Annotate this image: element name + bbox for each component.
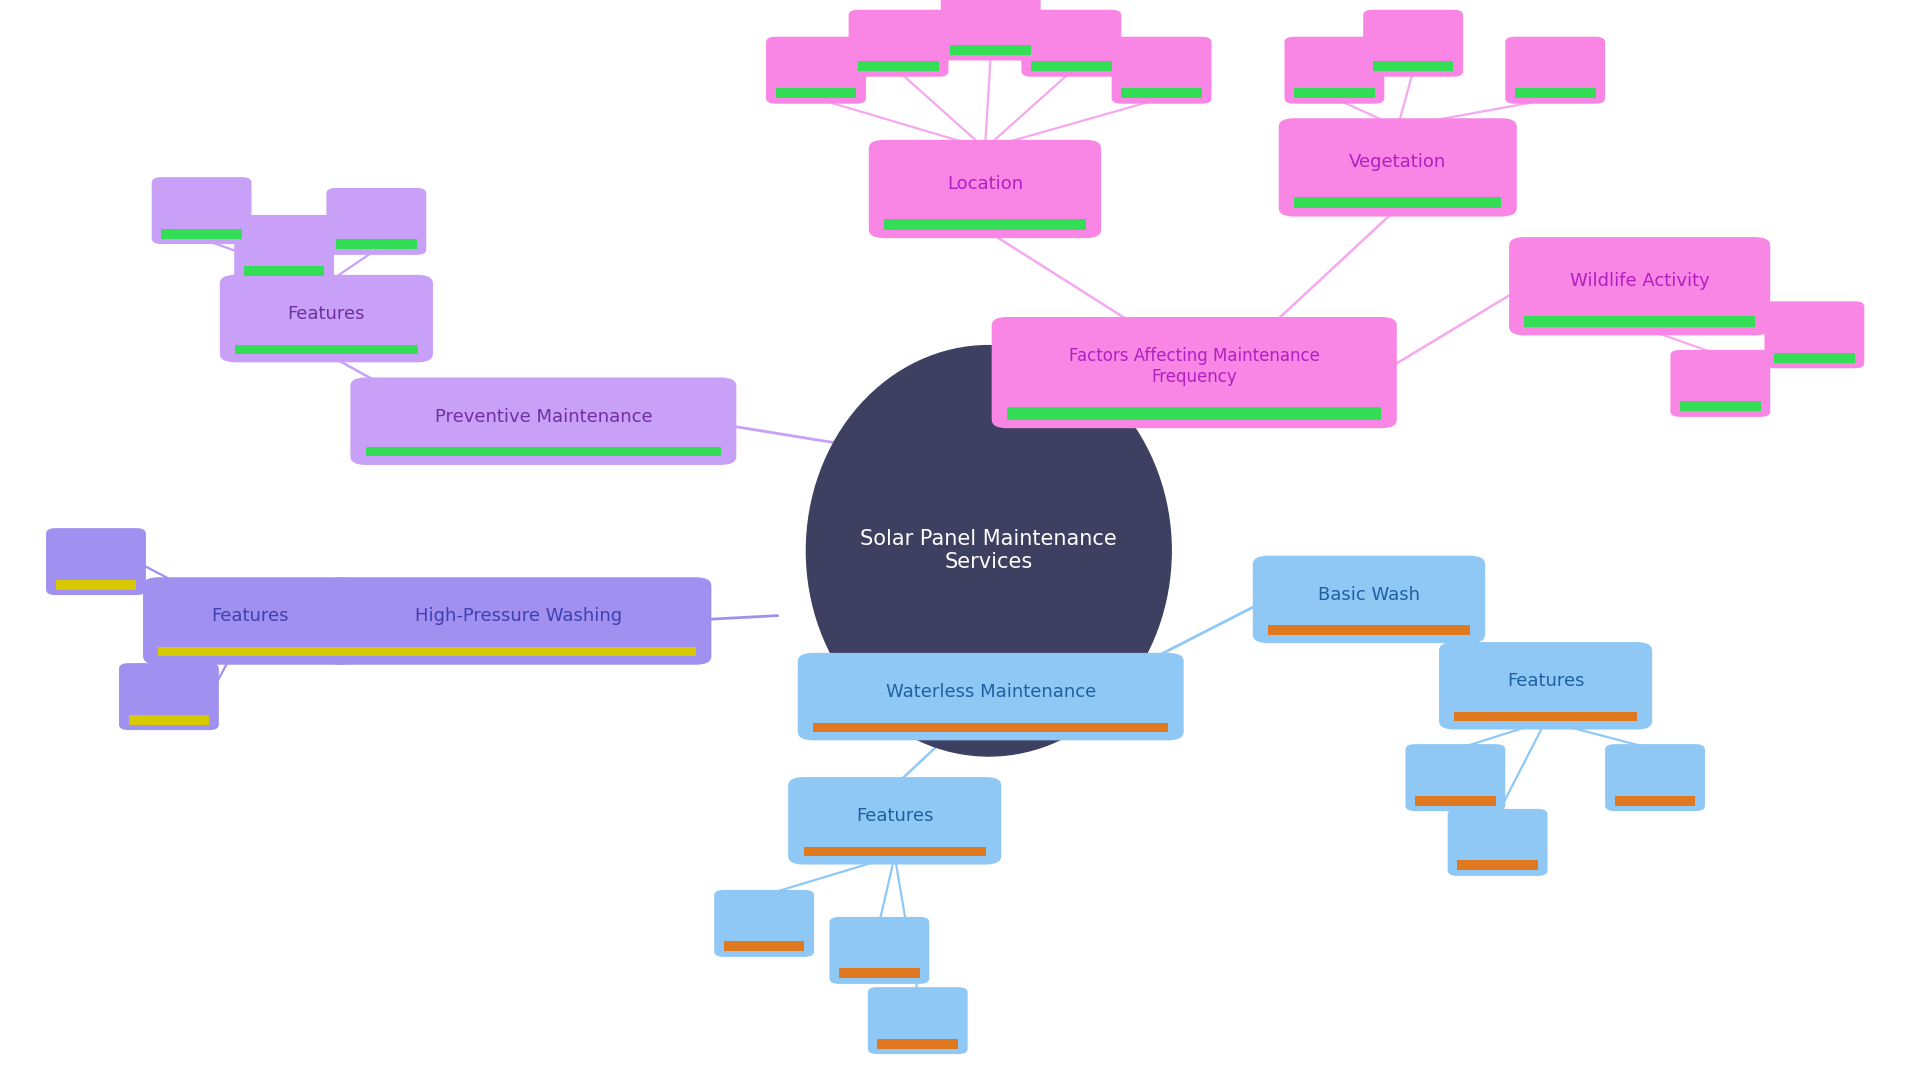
Bar (1294, 198, 1501, 207)
FancyBboxPatch shape (1284, 37, 1384, 104)
FancyBboxPatch shape (234, 215, 334, 282)
Bar (883, 219, 1087, 230)
Text: Solar Panel Maintenance
Services: Solar Panel Maintenance Services (860, 529, 1117, 572)
Bar (342, 647, 695, 656)
Text: Features: Features (288, 305, 365, 323)
FancyBboxPatch shape (1764, 301, 1864, 368)
Bar (365, 447, 720, 456)
FancyBboxPatch shape (799, 652, 1183, 741)
FancyBboxPatch shape (1440, 642, 1651, 730)
Bar (336, 240, 417, 249)
Bar (839, 969, 920, 978)
Text: Wildlife Activity: Wildlife Activity (1571, 272, 1709, 289)
Bar (950, 45, 1031, 55)
Bar (1455, 712, 1636, 721)
Bar (1457, 861, 1538, 870)
FancyBboxPatch shape (1363, 10, 1463, 77)
Bar (804, 847, 987, 855)
FancyBboxPatch shape (144, 577, 355, 664)
Bar (129, 715, 209, 725)
Bar (161, 229, 242, 239)
FancyBboxPatch shape (829, 917, 929, 984)
Text: Factors Affecting Maintenance
Frequency: Factors Affecting Maintenance Frequency (1069, 347, 1319, 386)
Text: Waterless Maintenance: Waterless Maintenance (885, 683, 1096, 701)
Bar (1373, 62, 1453, 71)
FancyBboxPatch shape (1112, 37, 1212, 104)
Text: Features: Features (856, 807, 933, 825)
Bar (244, 267, 324, 276)
FancyBboxPatch shape (868, 987, 968, 1054)
Bar (1267, 625, 1469, 634)
Bar (1031, 62, 1112, 71)
Bar (1774, 353, 1855, 363)
Bar (1680, 402, 1761, 411)
FancyBboxPatch shape (1505, 37, 1605, 104)
Bar (877, 1039, 958, 1049)
Bar (1615, 796, 1695, 806)
Bar (157, 647, 340, 656)
Text: Preventive Maintenance: Preventive Maintenance (434, 407, 653, 426)
Bar (858, 62, 939, 71)
FancyBboxPatch shape (1405, 744, 1505, 811)
FancyBboxPatch shape (991, 318, 1398, 428)
Text: Features: Features (211, 607, 288, 625)
Bar (236, 345, 419, 354)
FancyBboxPatch shape (326, 188, 426, 255)
Bar (776, 89, 856, 98)
FancyBboxPatch shape (1021, 10, 1121, 77)
FancyBboxPatch shape (1670, 350, 1770, 417)
Bar (1121, 89, 1202, 98)
FancyBboxPatch shape (766, 37, 866, 104)
FancyBboxPatch shape (1605, 744, 1705, 811)
FancyBboxPatch shape (1252, 556, 1486, 643)
FancyBboxPatch shape (868, 139, 1102, 238)
FancyBboxPatch shape (349, 378, 735, 464)
Text: Location: Location (947, 175, 1023, 192)
Text: Basic Wash: Basic Wash (1317, 585, 1421, 604)
Bar (1415, 796, 1496, 806)
Text: Vegetation: Vegetation (1350, 153, 1446, 171)
Bar (1524, 316, 1755, 326)
FancyBboxPatch shape (1448, 809, 1548, 876)
Ellipse shape (806, 346, 1171, 756)
FancyBboxPatch shape (941, 0, 1041, 60)
FancyBboxPatch shape (1279, 118, 1517, 216)
FancyBboxPatch shape (46, 528, 146, 595)
Bar (1515, 89, 1596, 98)
FancyBboxPatch shape (324, 577, 712, 664)
Bar (724, 942, 804, 951)
Bar (1006, 407, 1382, 419)
Bar (56, 580, 136, 590)
FancyBboxPatch shape (221, 274, 434, 362)
FancyBboxPatch shape (789, 778, 1002, 864)
FancyBboxPatch shape (1509, 237, 1770, 335)
Bar (814, 723, 1167, 732)
FancyBboxPatch shape (119, 663, 219, 730)
Text: Features: Features (1507, 672, 1584, 690)
FancyBboxPatch shape (152, 177, 252, 244)
Bar (1294, 89, 1375, 98)
FancyBboxPatch shape (849, 10, 948, 77)
Text: High-Pressure Washing: High-Pressure Washing (415, 607, 622, 625)
FancyBboxPatch shape (714, 890, 814, 957)
